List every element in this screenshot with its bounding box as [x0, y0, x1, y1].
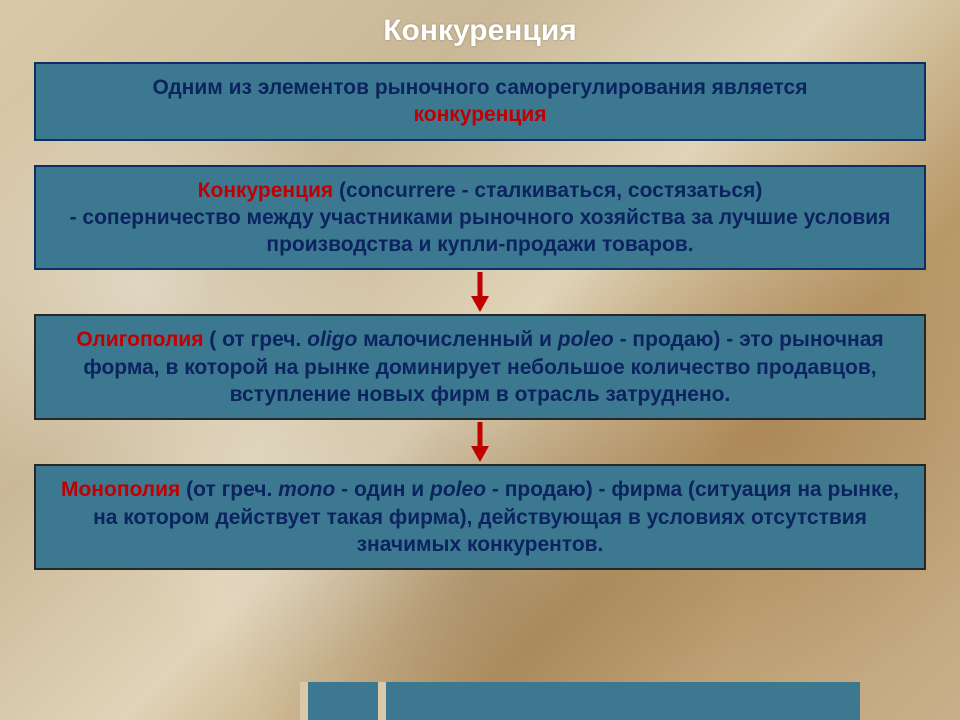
definition-box-monopoly: Монополия (от греч. mono - один и poleo … — [34, 464, 926, 570]
arrow-down-icon — [469, 270, 491, 314]
slide-title: Конкуренция — [383, 14, 577, 48]
slide-root: Конкуренция Одним из элементов рыночного… — [0, 0, 960, 720]
etym-poleo-m: poleo — [430, 478, 486, 501]
etym-competition: (concurrere - сталкиваться, состязаться) — [333, 179, 762, 202]
intro-term: конкуренция — [414, 103, 547, 126]
term-competition: Конкуренция — [198, 179, 334, 202]
etym-close-m: - продаю) - — [486, 478, 611, 501]
arrow-2 — [469, 420, 491, 464]
etym-close: - продаю) - — [614, 328, 739, 351]
etym-open-m: (от греч. — [180, 478, 278, 501]
intro-box: Одним из элементов рыночного саморегулир… — [34, 62, 926, 141]
arrow-down-icon — [469, 420, 491, 464]
intro-line1: Одним из элементов рыночного саморегулир… — [153, 76, 808, 99]
definition-box-competition: Конкуренция (concurrere - сталкиваться, … — [34, 165, 926, 271]
etym-oligo: oligo — [307, 328, 357, 351]
term-oligopoly: Олигополия — [76, 328, 203, 351]
arrow-1 — [469, 270, 491, 314]
etym-poleo: poleo — [558, 328, 614, 351]
etym-mid: малочисленный и — [357, 328, 557, 351]
etym-open: ( от греч. — [203, 328, 307, 351]
etym-mono: mono — [278, 478, 335, 501]
definition-box-oligopoly: Олигополия ( от греч. oligo малочисленны… — [34, 314, 926, 420]
term-monopoly: Монополия — [61, 478, 180, 501]
def-competition: соперничество между участниками рыночног… — [82, 206, 890, 256]
footer-decoration — [300, 682, 860, 720]
dash: - — [70, 206, 83, 229]
etym-mid-m: - один и — [335, 478, 430, 501]
